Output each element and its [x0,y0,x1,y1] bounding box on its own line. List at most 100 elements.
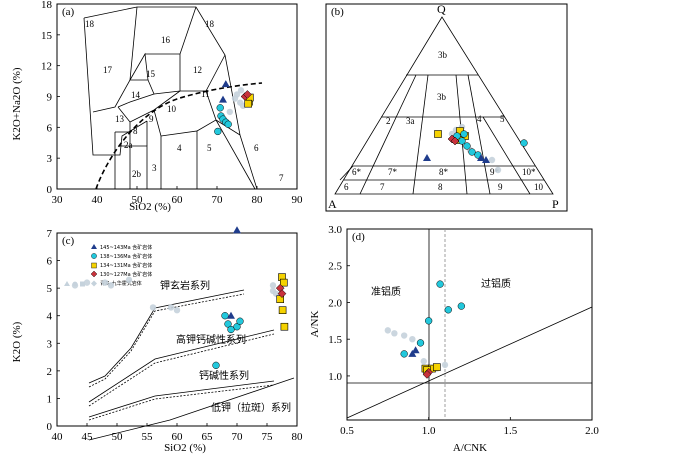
x-tick-label: 90 [292,194,304,206]
legend-label-5: 青岛-九华霍式岩体 [100,280,142,287]
grey-point [409,335,416,343]
diamond-point [277,289,287,299]
panel-d-x-axis-title: A/CNK [453,442,487,454]
triangle-point [219,95,227,103]
grey-point [441,361,449,369]
legend-label-3: 134~131Ma 含矿岩体 [100,262,152,269]
panel-a-label: (a) [62,6,75,18]
x-tick-label: 40 [92,194,104,206]
panel-b-data-points [423,123,528,174]
panel-b-qap-diagram: (b) 3b 3b 2 3a 4 5 6* 7* 8* 9* 10* 6 [325,2,568,212]
panel-b-field-labels: 3b 3b 2 3a 4 5 6* 7* 8* 9* 10* 6 7 8 9 1… [344,50,544,192]
panel-d-data-points [384,280,465,379]
panel-d-acnk-ank-diagram: (d) 准铝质 过铝质 0.5 1.0 1.5 2.01.01.52.02.53.0 … [309,224,599,454]
svg-text:17: 17 [103,65,113,75]
svg-text:10: 10 [167,104,177,114]
grey-point [237,87,245,94]
svg-text:18: 18 [85,19,95,29]
svg-text:10: 10 [534,182,544,192]
svg-text:2b: 2b [132,169,142,179]
svg-text:8*: 8* [439,167,449,177]
x-tick-label: 0.5 [340,425,354,437]
triangle-point [408,349,417,357]
square-point [278,306,287,315]
circle-point [457,302,465,310]
y-tick-label: 18 [41,0,53,11]
grey-point [83,279,91,286]
y-tick-label: 5 [47,283,53,295]
circle-point [221,312,229,320]
x-tick-label: 40 [52,431,64,443]
x-tick-label: 65 [202,431,214,443]
y-tick-label: 1 [47,393,53,405]
x-tick-label: 1.0 [422,425,436,437]
y-tick-label: 0 [47,184,53,196]
grey-point [167,304,175,311]
x-tick-label: 80 [292,431,304,443]
svg-text:14: 14 [131,90,141,100]
y-tick-label: 7 [47,228,53,240]
y-tick-label: 3 [47,153,53,165]
panel-c-series-boundaries [88,289,295,441]
x-tick-label: 1.5 [503,425,517,437]
panel-a-frame [56,3,298,190]
circle-point [425,317,433,325]
svg-text:5: 5 [207,143,212,153]
y-tick-label: 0 [47,421,53,433]
panel-b-label: (b) [331,6,344,18]
triangle-point [227,311,235,319]
panel-d-boundaries [346,229,593,420]
svg-text:4: 4 [177,143,182,153]
svg-text:9: 9 [498,182,503,192]
svg-text:12: 12 [193,65,202,75]
legend-label-2: 138~136Ma 含矿岩体 [100,253,152,260]
grey-point [391,330,398,337]
grey-point [71,282,79,289]
y-tick-label: 1.0 [328,371,342,383]
triangle-point [482,156,490,163]
grey-point [226,108,233,116]
svg-text:3a: 3a [406,116,415,126]
square-point [279,278,288,287]
square-point [244,99,252,108]
grey-point [384,327,392,334]
circle-point [460,130,468,138]
x-tick-label: 45 [82,431,94,443]
panel-d-axes: 0.5 1.0 1.5 2.0 1.0 1.5 2.0 2.5 3.0 [328,224,599,437]
svg-text:18: 18 [205,19,215,29]
svg-text:5: 5 [500,114,505,124]
triangle-point [423,154,431,161]
square-point [280,322,289,331]
panel-d-label: (d) [352,231,365,243]
svg-text:2a: 2a [124,140,133,150]
svg-text:2: 2 [386,116,391,126]
panel-b-frame [325,3,568,212]
svg-text:6: 6 [254,143,259,153]
region-label-metaluminous: 准铝质 [371,286,401,298]
svg-text:11: 11 [201,89,210,99]
region-label-high-k: 高钾钙碱性系列 [176,333,246,346]
y-tick-label: 4 [47,311,53,323]
grey-point [420,358,427,365]
svg-text:13: 13 [115,114,125,124]
circle-point [216,104,224,112]
panel-a-axes: 30 40 50 60 70 80 90 0 3 6 9 12 15 18 [41,0,303,206]
legend-label-1: 145~143Ma 含矿岩体 [100,244,152,251]
y-tick-label: 1.5 [328,334,342,346]
svg-text:7: 7 [279,173,284,183]
circle-point [416,339,425,347]
panel-a-tas-diagram: (a) 18 16 18 1 [11,0,303,213]
x-tick-label: 70 [212,194,224,206]
circle-point [224,120,232,128]
panel-d-frame [346,228,593,421]
grey-point [400,332,408,339]
diamond-point [243,90,252,99]
y-tick-label: 9 [47,92,53,104]
x-tick-label: 30 [52,194,64,206]
panel-c-y-axis-title: K2O (%) [11,321,23,362]
panel-d-y-axis-title: A/NK [309,311,321,338]
svg-text:6: 6 [344,182,349,192]
panel-a-x-axis-title: SiO2 (%) [129,201,171,213]
svg-text:9: 9 [149,114,154,124]
